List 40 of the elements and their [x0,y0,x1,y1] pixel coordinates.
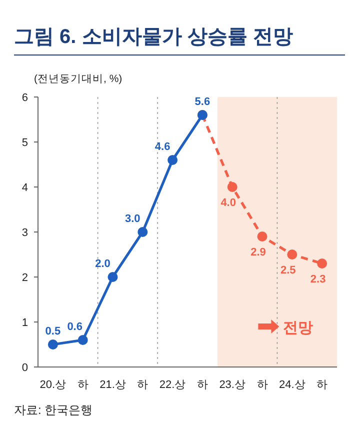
x-tick-label: 하 [256,379,268,391]
x-tick-label: 20.상 [40,379,66,391]
y-tick-label: 1 [22,317,28,329]
y-tick-label: 4 [22,182,28,194]
point [287,250,298,260]
x-tick-label: 하 [77,379,88,391]
data-label: 2.3 [310,274,326,286]
point [317,258,328,268]
x-tick-label: 21.상 [100,379,126,391]
annotation: 전망 [283,320,314,336]
data-label: 5.6 [194,96,210,108]
point [257,232,268,242]
point [48,340,58,350]
y-tick-label: 6 [22,92,28,104]
point [78,335,88,345]
text: 자료: 한국은행 [14,403,93,417]
data-label: 4.0 [220,197,236,209]
data-label: 2.0 [95,258,110,270]
y-tick-label: 5 [22,137,28,149]
x-tick-label: 하 [137,379,148,391]
data-label: 4.6 [154,141,170,153]
point [168,155,178,165]
y-tick-label: 2 [22,272,28,284]
data-label: 0.5 [45,326,61,338]
x-tick-label: 24.상 [279,379,306,391]
data-label: 3.0 [125,213,140,225]
point [138,227,148,237]
x-tick-label: 23.상 [219,379,246,391]
data-label: 2.9 [250,246,266,258]
data-label: 2.5 [280,264,296,276]
point [227,182,238,192]
y-axis-title: (전년동기대비, %) [34,73,122,85]
data-label: 0.6 [67,321,82,333]
x-tick-label: 22.상 [159,379,186,391]
point [108,272,118,282]
y-tick-label: 0 [22,362,28,374]
x-tick-label: 하 [316,379,328,391]
x-tick-label: 하 [196,379,208,391]
y-tick-label: 3 [22,227,28,239]
chart-title: 그림 6. 소비자물가 상승률 전망 [14,26,293,48]
